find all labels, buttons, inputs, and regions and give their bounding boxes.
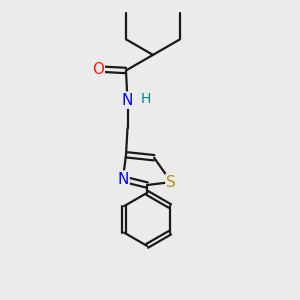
Text: O: O (92, 61, 104, 76)
Text: S: S (167, 175, 176, 190)
Text: N: N (117, 172, 129, 187)
Text: H: H (140, 92, 151, 106)
Text: N: N (122, 93, 133, 108)
